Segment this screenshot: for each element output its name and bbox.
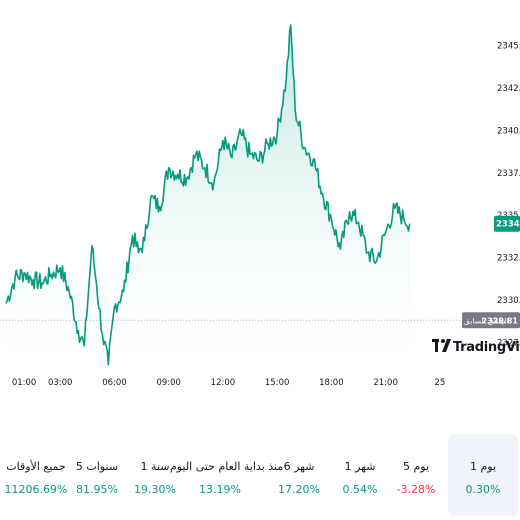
performance-periods: 1 يوم 0.30% 5 يوم -3.28% 1 شهر 0.54% 6 شهر 17.2… [0, 430, 520, 520]
x-tick-label: 06:00 [102, 378, 127, 388]
tradingview-logo-icon [432, 339, 451, 352]
period-label: 5 يوم [402, 460, 430, 473]
y-tick-label: 2340.00 [497, 126, 520, 136]
period-tab[interactable]: 6 شهر 17.20% [264, 434, 334, 516]
price-area-fill [6, 25, 410, 368]
y-tick-label: 2332.50 [497, 254, 520, 264]
period-label: منذ بداية العام حتى اليوم [170, 460, 284, 473]
price-line [5, 24, 411, 366]
previous-close-value: 2328.81 [482, 316, 519, 325]
period-tab[interactable]: 1 سنة 19.30% [128, 434, 182, 516]
y-tick-label: 2342.50 [497, 84, 520, 94]
x-tick-label: 25 [434, 378, 445, 388]
time-axis: 01:00 03:00 06:00 09:00 12:00 15:00 18:00 21:00… [12, 378, 445, 388]
period-change: 19.30% [134, 483, 176, 496]
period-tab[interactable]: جميع الأوقات 11206.69% [0, 434, 72, 516]
period-change: 0.54% [342, 483, 378, 496]
tradingview-logo[interactable]: TradingView [432, 339, 520, 355]
last-price-badge [494, 215, 520, 232]
period-change: -3.28% [396, 483, 436, 496]
x-tick-label: 15:00 [265, 378, 290, 388]
period-tab[interactable]: 5 يوم -3.28% [383, 434, 449, 516]
x-tick-label: 03:00 [48, 378, 73, 388]
period-tab[interactable]: 1 شهر 0.54% [330, 434, 390, 516]
y-tick-label: 2337.50 [497, 169, 520, 179]
price-chart[interactable]: 2345.002342.502340.002337.502335.002332.… [0, 0, 520, 400]
period-tab[interactable]: منذ بداية العام حتى اليوم 13.19% [170, 434, 284, 516]
period-label: 1 شهر [344, 460, 376, 473]
y-tick-label: 2327.50 [497, 339, 520, 349]
previous-close-badge [462, 312, 520, 329]
period-label: 6 شهر [283, 460, 315, 473]
period-change: 11206.69% [4, 483, 68, 496]
period-change: 81.95% [76, 483, 118, 496]
previous-close-label: الإغلاق السابق [464, 316, 509, 325]
x-tick-label: 18:00 [319, 378, 344, 388]
price-axis: 2345.002342.502340.002337.502335.002332.… [497, 41, 520, 348]
tradingview-logo-text: TradingView [453, 340, 520, 355]
period-change: 0.30% [465, 483, 501, 496]
x-tick-label: 09:00 [156, 378, 181, 388]
period-label: جميع الأوقات [6, 460, 66, 473]
last-price-label: 2334.50 [496, 220, 520, 230]
period-label: 1 يوم [469, 460, 497, 473]
period-tab[interactable]: 5 سنوات 81.95% [64, 434, 130, 516]
period-label: 5 سنوات [75, 460, 119, 473]
period-tab[interactable]: 1 يوم 0.30% [448, 434, 518, 516]
x-tick-label: 12:00 [211, 378, 236, 388]
x-tick-label: 21:00 [373, 378, 398, 388]
y-tick-label: 2330.00 [497, 296, 520, 306]
period-label: 1 سنة [140, 460, 170, 473]
y-tick-label: 2345.00 [497, 41, 520, 51]
period-change: 13.19% [199, 483, 241, 496]
x-tick-label: 01:00 [12, 378, 37, 388]
period-change: 17.20% [278, 483, 320, 496]
